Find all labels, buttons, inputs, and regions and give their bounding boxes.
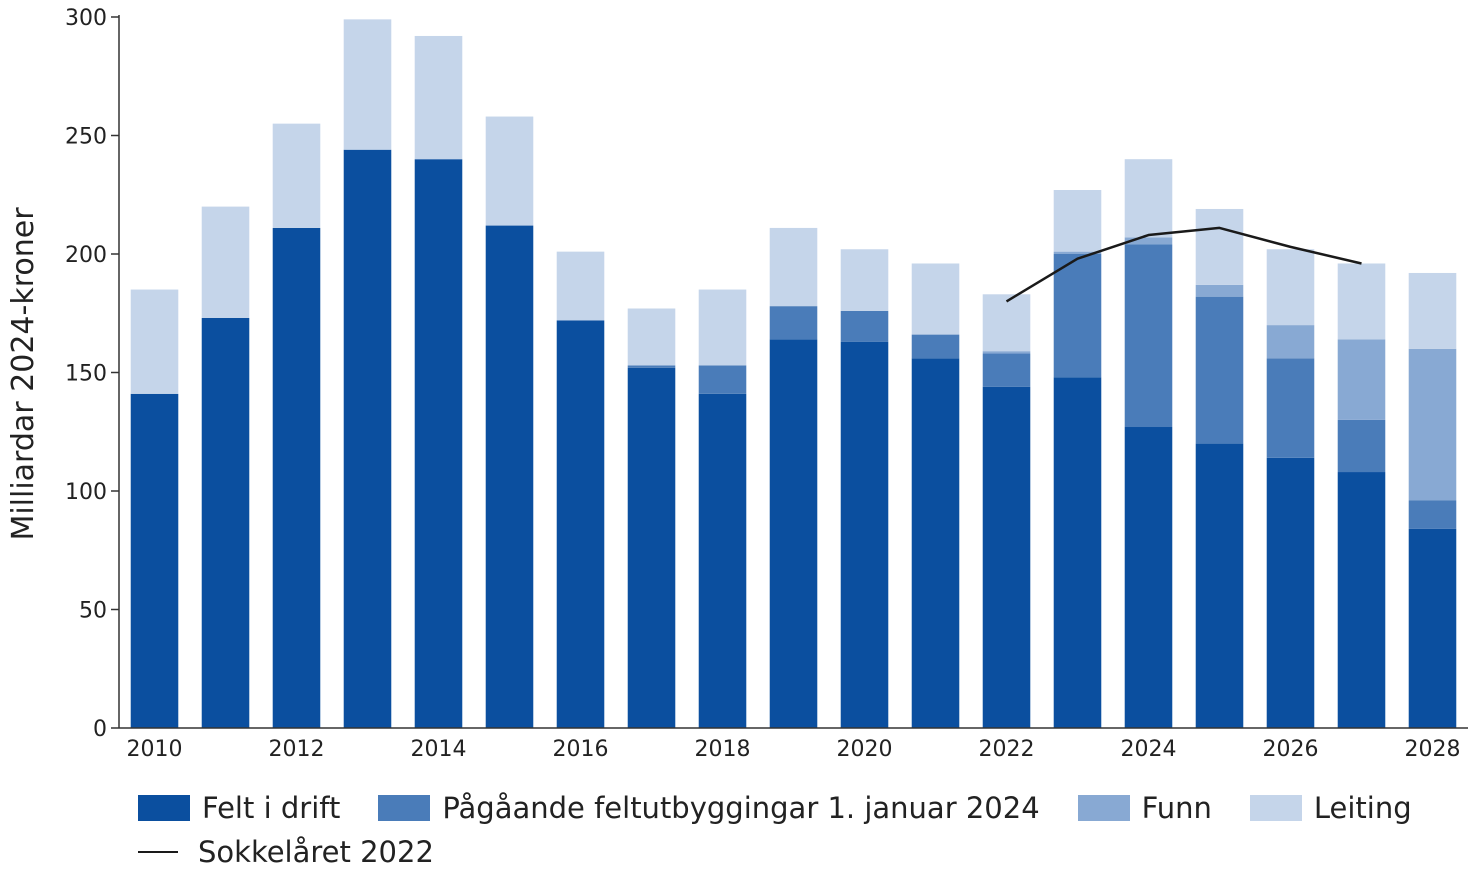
legend-item-funn: Funn (1077, 791, 1212, 825)
y-tick-label-100: 100 (65, 480, 107, 505)
bars-group (130, 19, 1457, 729)
legend: Felt i drift Pågåande feltutbyggingar 1.… (138, 786, 1468, 874)
bar-2021-series-3 (911, 263, 960, 335)
x-tick-label-2014: 2014 (411, 737, 467, 762)
bar-2011-series-3 (201, 206, 250, 318)
legend-row-1: Felt i drift Pågåande feltutbyggingar 1.… (138, 786, 1468, 830)
legend-label-funn: Funn (1141, 791, 1212, 825)
bar-2023-series-1 (1053, 254, 1102, 378)
bar-2028-series-2 (1408, 348, 1457, 501)
bar-2010-series-3 (130, 289, 179, 394)
bar-2027-series-0 (1337, 472, 1386, 728)
bar-2026-series-0 (1266, 457, 1315, 728)
y-axis-title: Milliardar 2024-kroner (6, 207, 41, 541)
bar-2025-series-1 (1195, 296, 1244, 444)
bar-2023-series-3 (1053, 190, 1102, 252)
x-tick-label-2010: 2010 (127, 737, 183, 762)
bar-2015-series-0 (485, 225, 534, 728)
x-tick-label-2020: 2020 (837, 737, 893, 762)
x-tick-label-2028: 2028 (1405, 737, 1461, 762)
bar-2026-series-3 (1266, 249, 1315, 326)
bar-2012-series-3 (272, 123, 321, 228)
bar-2020-series-1 (840, 310, 889, 342)
legend-swatch-felt-i-drift (138, 795, 190, 821)
bar-2026-series-2 (1266, 325, 1315, 359)
x-tick-label-2018: 2018 (695, 737, 751, 762)
line-layer (1005, 226, 1362, 303)
bar-2024-series-0 (1124, 427, 1173, 728)
bar-2025-series-2 (1195, 284, 1244, 297)
bar-2028-series-3 (1408, 272, 1457, 349)
legend-label-leiting: Leiting (1313, 791, 1412, 825)
bar-2013-series-3 (343, 19, 392, 150)
legend-item-pagaande: Pågåande feltutbyggingar 1. januar 2024 (378, 791, 1040, 825)
x-tick-label-2026: 2026 (1263, 737, 1319, 762)
y-tick-label-250: 250 (65, 125, 107, 150)
bar-2027-series-1 (1337, 419, 1386, 473)
bar-2022-series-3 (982, 294, 1031, 352)
bar-2020-series-0 (840, 341, 889, 728)
legend-line-sokkelaret (138, 851, 178, 853)
bar-2015-series-3 (485, 116, 534, 226)
bar-2014-series-3 (414, 35, 463, 160)
bar-2019-series-3 (769, 227, 818, 307)
axes-group: 0 50 100 150 200 250 300 2010 2012 2014 2016 2018 20… (65, 6, 1468, 762)
legend-label-sokkelaret: Sokkelåret 2022 (198, 835, 434, 869)
legend-swatch-pagaande (378, 795, 431, 821)
x-tick-label-2012: 2012 (269, 737, 325, 762)
bar-2024-series-2 (1124, 237, 1173, 245)
bar-2018-series-1 (698, 365, 747, 394)
bar-2021-series-0 (911, 358, 960, 728)
legend-item-felt-i-drift: Felt i drift (138, 791, 340, 825)
bar-2016-series-0 (556, 320, 605, 728)
x-tick-label-2022: 2022 (979, 737, 1035, 762)
bar-2025-series-0 (1195, 443, 1244, 728)
bar-2018-series-3 (698, 289, 747, 366)
bar-2023-series-2 (1053, 251, 1102, 254)
bar-2012-series-0 (272, 227, 321, 728)
bar-2028-series-0 (1408, 528, 1457, 728)
bar-2019-series-1 (769, 306, 818, 340)
bar-2024-series-3 (1124, 159, 1173, 238)
bar-2021-series-1 (911, 334, 960, 359)
legend-swatch-leiting (1249, 795, 1302, 821)
bar-2022-series-1 (982, 353, 1031, 387)
bar-2014-series-0 (414, 159, 463, 728)
legend-row-2: Sokkelåret 2022 (138, 830, 1468, 874)
x-tick-label-2016: 2016 (553, 737, 609, 762)
bar-2010-series-0 (130, 393, 179, 728)
bar-2018-series-0 (698, 393, 747, 728)
y-tick-label-50: 50 (79, 599, 107, 624)
line-sokkelaret (1005, 226, 1362, 303)
bar-2027-series-3 (1337, 263, 1386, 340)
bar-2026-series-1 (1266, 358, 1315, 458)
bar-2027-series-2 (1337, 339, 1386, 420)
bar-2017-series-1 (627, 365, 676, 368)
bar-2023-series-0 (1053, 377, 1102, 728)
legend-item-leiting: Leiting (1249, 791, 1412, 825)
y-tick-label-150: 150 (65, 362, 107, 387)
y-tick-label-300: 300 (65, 6, 107, 31)
bar-2017-series-3 (627, 308, 676, 366)
bar-2025-series-3 (1195, 208, 1244, 285)
bar-2013-series-0 (343, 149, 392, 729)
bar-2019-series-0 (769, 339, 818, 728)
bar-2022-series-2 (982, 351, 1031, 354)
chart: Milliardar 2024-kroner 0 50 100 150 200 250 30… (6, 6, 1468, 762)
legend-label-pagaande: Pågåande feltutbyggingar 1. januar 2024 (442, 791, 1040, 825)
bar-2017-series-0 (627, 367, 676, 728)
legend-swatch-funn (1077, 795, 1130, 821)
bar-2024-series-1 (1124, 244, 1173, 428)
bar-2016-series-3 (556, 251, 605, 321)
y-tick-label-0: 0 (93, 717, 107, 742)
legend-label-felt-i-drift: Felt i drift (202, 791, 341, 825)
bar-2020-series-3 (840, 249, 889, 311)
bar-2022-series-0 (982, 386, 1031, 728)
legend-item-sokkelaret: Sokkelåret 2022 (138, 835, 434, 869)
y-tick-label-200: 200 (65, 243, 107, 268)
x-tick-label-2024: 2024 (1121, 737, 1177, 762)
bar-2028-series-1 (1408, 500, 1457, 529)
bar-2011-series-0 (201, 317, 250, 728)
